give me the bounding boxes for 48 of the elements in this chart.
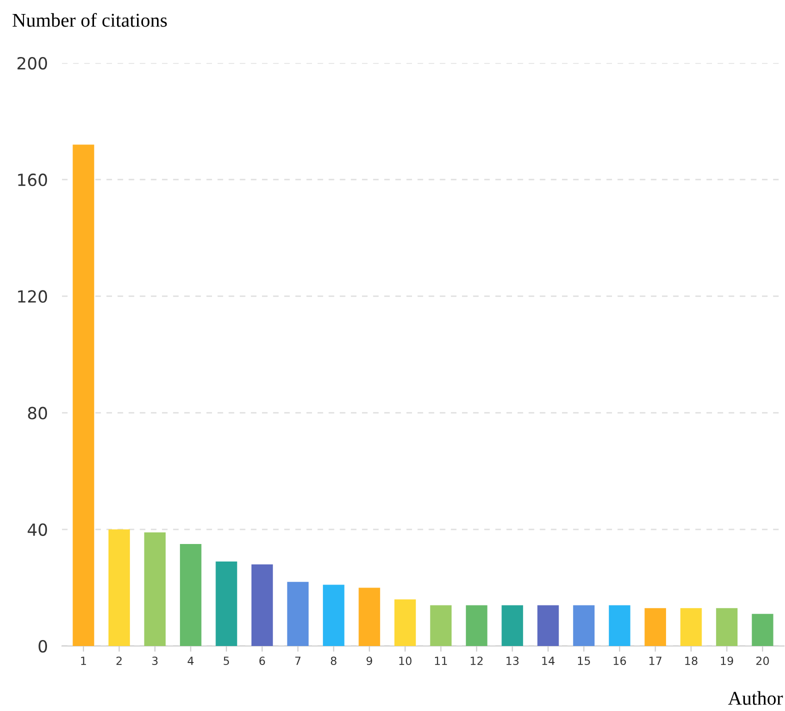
bar (322, 584, 344, 646)
bar (608, 605, 630, 646)
x-tick-label: 17 (649, 656, 662, 665)
x-tick-label: 3 (152, 656, 158, 666)
bar (430, 605, 452, 646)
x-tick-label: 15 (578, 656, 590, 666)
bar (394, 599, 416, 646)
x-tick-label: 20 (756, 656, 769, 666)
bar (680, 608, 702, 646)
bar (251, 564, 273, 646)
x-tick-label: 5 (224, 656, 229, 666)
y-tick-label: 200 (18, 56, 48, 70)
x-tick-label: 18 (685, 656, 698, 666)
x-tick-label: 4 (188, 656, 194, 665)
bar (72, 144, 94, 646)
bar (180, 544, 202, 646)
x-tick-label: 6 (259, 656, 265, 666)
x-tick-label: 14 (542, 656, 555, 665)
x-tick-label: 8 (330, 656, 336, 666)
bar (144, 532, 166, 646)
y-tick-label: 160 (18, 174, 48, 186)
bar (287, 582, 309, 646)
bar (108, 529, 130, 646)
x-tick-label: 19 (720, 656, 734, 666)
x-tick-label: 9 (366, 656, 372, 666)
bar (466, 605, 488, 646)
x-tick-label: 11 (435, 656, 447, 665)
y-tick-label: 40 (28, 523, 48, 536)
x-axis-title: Author (728, 691, 783, 705)
bar (358, 588, 380, 646)
bar (573, 605, 595, 646)
y-tick-label: 120 (18, 290, 48, 303)
y-tick-label: 0 (38, 640, 48, 653)
x-tick-label: 7 (295, 656, 300, 665)
x-tick-label: 16 (614, 656, 626, 666)
bar (537, 605, 559, 646)
bar (502, 605, 524, 646)
y-tick-label: 80 (28, 406, 48, 420)
x-tick-label: 10 (399, 656, 412, 666)
x-tick-label: 2 (116, 656, 122, 665)
y-axis-title: Number of citations (12, 12, 167, 27)
bar (216, 561, 238, 646)
bar (716, 608, 738, 646)
bar (644, 608, 666, 646)
x-tick-label: 1 (81, 656, 86, 665)
x-tick-label: 12 (470, 656, 483, 665)
bar (752, 614, 774, 646)
x-tick-label: 13 (506, 656, 519, 666)
